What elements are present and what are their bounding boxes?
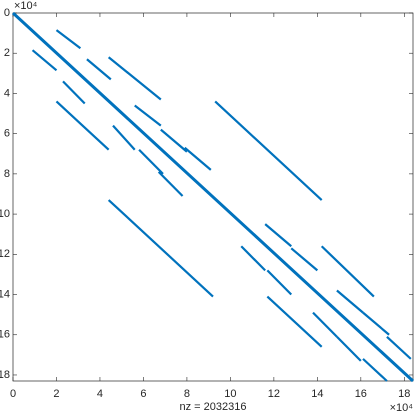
nonzero-band xyxy=(11,11,415,383)
nonzero-band xyxy=(336,335,362,362)
x-tick-label: 18 xyxy=(398,388,410,400)
nonzero-band xyxy=(86,58,112,81)
nonzero-band xyxy=(320,245,375,298)
y-tick-label: 2 xyxy=(4,47,10,59)
nonzero-band xyxy=(290,247,319,272)
y-tick-label: 0 xyxy=(4,7,10,19)
x-tick-label: 10 xyxy=(224,388,236,400)
x-axis-label: nz = 2032316 xyxy=(180,401,247,413)
nonzero-band xyxy=(264,223,292,248)
nonzero-band xyxy=(362,311,390,336)
nonzero-band xyxy=(214,100,323,201)
nonzero-band xyxy=(55,29,82,50)
x-tick-label: 0 xyxy=(10,388,16,400)
nonzero-band xyxy=(107,199,214,298)
y-tick-label: 16 xyxy=(0,329,10,341)
nonzero-band xyxy=(31,49,58,72)
nonzero-band xyxy=(266,269,293,296)
y-tick-label: 18 xyxy=(0,369,10,381)
x-tick-label: 16 xyxy=(355,388,367,400)
nonzero-band xyxy=(62,80,86,105)
x-tick-label: 2 xyxy=(53,388,59,400)
nonzero-band xyxy=(184,146,212,171)
nonzero-band xyxy=(157,171,184,197)
x-tick-label: 12 xyxy=(268,388,280,400)
nonzero-band xyxy=(138,148,164,175)
y-tick-label: 6 xyxy=(4,128,10,140)
y-tick-label: 10 xyxy=(0,208,10,220)
nonzero-band xyxy=(112,124,136,151)
nonzero-band xyxy=(240,245,266,272)
nonzero-band xyxy=(336,289,364,314)
x-exponent-label: ×10⁴ xyxy=(390,402,414,414)
y-tick-label: 8 xyxy=(4,168,10,180)
y-exponent-label: ×10⁴ xyxy=(14,0,38,12)
nonzero-band xyxy=(266,295,323,348)
x-tick-label: 6 xyxy=(140,388,146,400)
nonzero-band xyxy=(134,104,162,127)
nonzero-band xyxy=(55,100,110,151)
y-tick-label: 14 xyxy=(0,288,10,300)
x-tick-label: 8 xyxy=(184,388,190,400)
nonzero-band xyxy=(362,358,388,382)
nonzero-band xyxy=(107,56,162,101)
y-tick-label: 4 xyxy=(4,87,10,99)
nonzero-band xyxy=(160,128,188,153)
y-tick-label: 12 xyxy=(0,248,10,260)
nonzero-band xyxy=(386,335,412,360)
x-tick-label: 4 xyxy=(97,388,103,400)
x-tick-label: 14 xyxy=(311,388,323,400)
nonzero-band xyxy=(312,311,338,338)
